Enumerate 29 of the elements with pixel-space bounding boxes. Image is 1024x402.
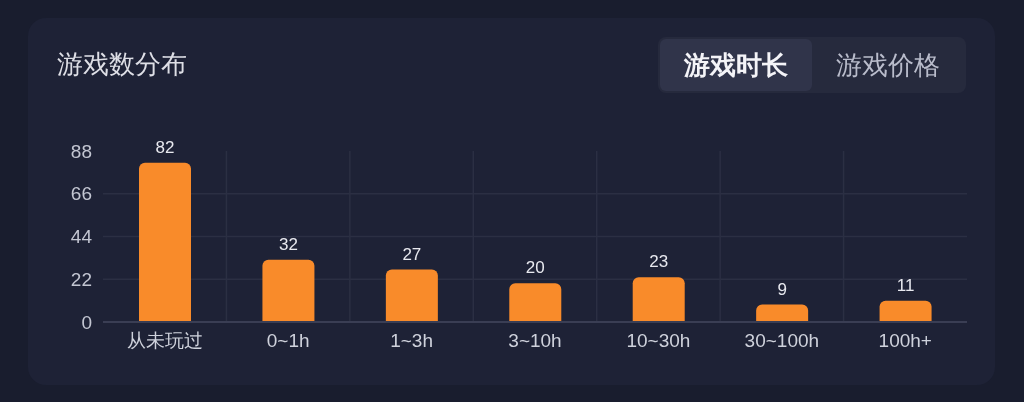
bar (139, 162, 191, 322)
data-label: 27 (402, 244, 422, 264)
data-label: 20 (525, 258, 545, 278)
bar (509, 283, 562, 322)
y-tick-label: 0 (81, 311, 92, 333)
y-tick-label: 88 (70, 140, 92, 162)
x-tick-label: 1~3h (390, 330, 433, 352)
bar (756, 304, 809, 322)
tab-label: 游戏价格 (835, 48, 941, 82)
bar (385, 269, 438, 322)
y-tick-label: 22 (70, 268, 92, 290)
data-label: 9 (777, 279, 787, 299)
data-label: 32 (278, 234, 298, 254)
tab: 游戏时长 (660, 39, 812, 91)
chart-title: 游戏数分布 (57, 48, 187, 81)
x-tick-label: 3~10h (508, 330, 562, 352)
bar (879, 300, 932, 322)
x-tick-label: 0~1h (266, 330, 310, 352)
y-tick-label: 66 (70, 183, 92, 205)
x-tick-label: 100h+ (878, 330, 932, 352)
data-label: 11 (896, 275, 915, 295)
bar (632, 277, 685, 322)
y-tick-label: 44 (70, 226, 93, 248)
data-label: 23 (649, 252, 669, 272)
bar (262, 259, 315, 322)
x-tick-label: 10~30h (626, 330, 691, 352)
x-tick-label: 从未玩过 (126, 330, 203, 352)
data-label: 82 (155, 137, 175, 157)
x-tick-label: 30~100h (744, 330, 820, 352)
